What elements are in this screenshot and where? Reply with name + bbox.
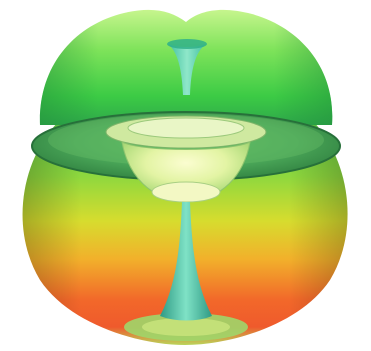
base-ring-inner [142, 318, 230, 336]
top-funnel [168, 44, 206, 95]
cone-base [151, 181, 221, 203]
cone-collar-inner [127, 117, 245, 139]
spindle [160, 202, 212, 321]
top-funnel-mouth [167, 39, 207, 49]
cone-body [121, 141, 251, 203]
